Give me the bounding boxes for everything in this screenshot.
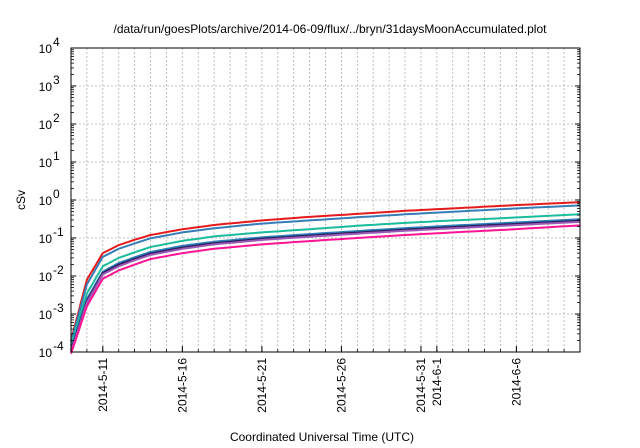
x-tick-label: 2014-5-26	[334, 358, 348, 413]
series-group	[70, 201, 581, 355]
series-line-5	[70, 219, 581, 351]
y-tick-label: 10	[39, 346, 53, 360]
y-tick-label: 10	[39, 308, 53, 322]
x-tick-label: 2014-6-1	[430, 358, 444, 406]
y-tick-exponent: 3	[53, 73, 60, 87]
x-tick-label: 2014-5-21	[255, 358, 269, 413]
y-tick-exponent: -2	[53, 263, 64, 277]
ticks-group	[71, 47, 580, 353]
y-tick-exponent: 2	[53, 111, 60, 125]
x-tick-label: 2014-6-6	[509, 358, 523, 406]
y-tick-exponent: 1	[53, 149, 60, 163]
x-tick-label: 2014-5-16	[175, 358, 189, 413]
x-tick-labels: 2014-5-11 2014-5-16 2014-5-21 2014-5-26 2014…	[96, 358, 524, 413]
y-tick-label: 10	[39, 270, 53, 284]
y-tick-label: 10	[39, 80, 53, 94]
grid	[71, 47, 580, 353]
y-tick-exponent: -1	[53, 225, 64, 239]
series-line-7	[70, 224, 581, 355]
y-tick-label: 10	[39, 194, 53, 208]
y-tick-label: 10	[39, 42, 53, 56]
x-tick-label: 2014-5-31	[414, 358, 428, 413]
series-line-3	[70, 213, 581, 346]
chart-title: /data/run/goesPlots/archive/2014-06-09/f…	[114, 22, 548, 36]
series-line-4	[70, 218, 581, 350]
x-tick-label: 2014-5-11	[96, 358, 110, 412]
series-line-6	[70, 220, 581, 353]
y-tick-exponent: -3	[53, 301, 64, 315]
y-tick-label: 10	[39, 156, 53, 170]
series-line-1	[70, 201, 581, 341]
y-tick-label: 10	[39, 232, 53, 246]
y-tick-exponent: 0	[53, 187, 60, 201]
y-tick-label: 10	[39, 118, 53, 132]
series-line-2	[70, 204, 581, 343]
x-axis-label: Coordinated Universal Time (UTC)	[230, 430, 414, 444]
y-tick-exponent: 4	[53, 35, 60, 49]
y-axis-label: cSv	[14, 190, 28, 210]
y-tick-exponent: -4	[53, 339, 64, 353]
